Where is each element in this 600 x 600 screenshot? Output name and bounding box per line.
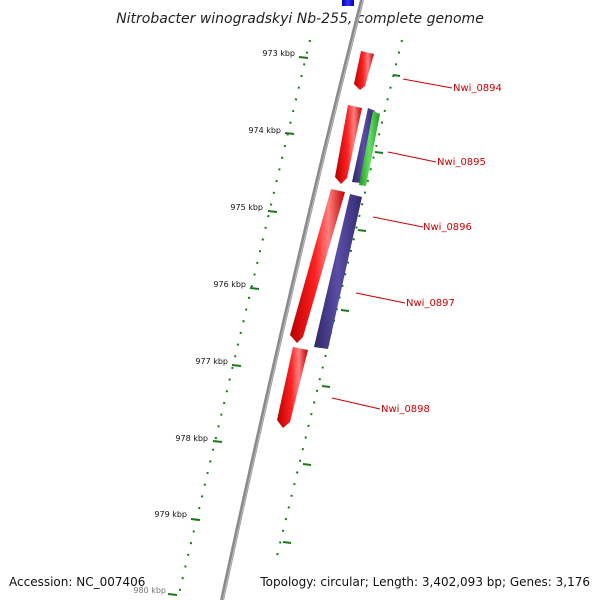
major-tick-976: [249, 287, 260, 290]
major-tick-978: [212, 440, 223, 443]
gene-label-nwi-0896[interactable]: Nwi_0896: [423, 222, 472, 233]
gene-nwi-0897[interactable]: [314, 194, 362, 349]
tick-label: 979 kbp: [154, 510, 187, 519]
outer-major-tick: [282, 541, 292, 544]
outer-major-tick: [302, 463, 312, 466]
inner-tick-track: [167, 39, 311, 599]
accession-text: Accession: NC_007406: [9, 575, 145, 589]
gene-features: [277, 51, 380, 428]
major-tick-980: [167, 593, 178, 596]
gene-nwi-0894[interactable]: [354, 51, 374, 90]
gene-nwi-0896[interactable]: [290, 189, 345, 343]
gene-rna-0895[interactable]: [359, 111, 380, 186]
major-tick-975: [267, 210, 278, 213]
map-title: Nitrobacter winogradskyi Nb-255, complet…: [116, 11, 484, 27]
gene-reverse-0895[interactable]: [352, 108, 375, 183]
outer-major-tick: [321, 385, 331, 388]
outer-major-tick: [374, 151, 384, 154]
tick-label: 973 kbp: [262, 49, 295, 58]
label-leaders: [331, 78, 453, 410]
outer-major-tick: [392, 74, 401, 77]
gene-nwi-0895[interactable]: [335, 105, 362, 184]
gene-label-nwi-0898[interactable]: Nwi_0898: [381, 404, 430, 415]
gene-label-nwi-0894[interactable]: Nwi_0894: [453, 83, 502, 94]
gene-label-nwi-0895[interactable]: Nwi_0895: [437, 157, 486, 168]
genome-summary-text: Topology: circular; Length: 3,402,093 bp…: [259, 575, 590, 589]
tick-label: 975 kbp: [230, 203, 263, 212]
major-tick-973: [298, 56, 309, 59]
gene-labels: Nwi_0894 Nwi_0895 Nwi_0896 Nwi_0897 Nwi_…: [381, 83, 502, 415]
outer-major-tick: [340, 309, 350, 312]
gene-nwi-0898[interactable]: [277, 347, 308, 428]
tick-label: 974 kbp: [248, 126, 281, 135]
outer-tick-track: [275, 39, 403, 561]
tick-label: 976 kbp: [213, 280, 246, 289]
blue-feature[interactable]: [342, 0, 354, 6]
gene-label-nwi-0897[interactable]: Nwi_0897: [406, 298, 455, 309]
genome-backbone-highlight: [222, 0, 364, 600]
major-tick-974: [284, 132, 295, 135]
tick-label: 978 kbp: [175, 434, 208, 443]
tick-label: 980 kbp: [133, 586, 166, 595]
major-tick-979: [190, 518, 201, 521]
tick-label: 977 kbp: [195, 357, 228, 366]
tick-labels: 973 kbp 974 kbp 975 kbp 976 kbp 977 kbp …: [133, 49, 295, 595]
major-tick-977: [231, 364, 242, 367]
outer-major-tick: [357, 229, 367, 232]
genome-backbone: [220, 0, 364, 600]
